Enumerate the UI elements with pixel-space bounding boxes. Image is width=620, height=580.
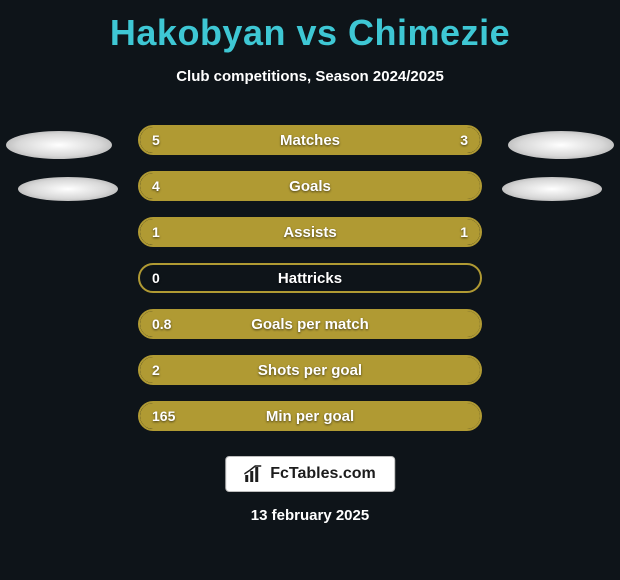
brand-badge[interactable]: FcTables.com: [225, 456, 395, 492]
stat-label: Hattricks: [140, 265, 480, 291]
player1-marker-icon: [6, 131, 112, 159]
stat-row: 0 Hattricks: [138, 263, 482, 293]
player2-marker-icon: [502, 177, 602, 201]
footer-date: 13 february 2025: [0, 507, 620, 524]
player2-marker-icon: [508, 131, 614, 159]
stat-label: Min per goal: [140, 403, 480, 429]
stat-label: Assists: [140, 219, 480, 245]
stat-row: 4 Goals: [138, 171, 482, 201]
vs-text: vs: [296, 12, 337, 53]
stat-bars: 5 Matches 3 4 Goals 1 Assists 1 0 Hattri…: [138, 125, 482, 447]
stat-label: Matches: [140, 127, 480, 153]
stat-row: 165 Min per goal: [138, 401, 482, 431]
stat-row: 5 Matches 3: [138, 125, 482, 155]
stat-row: 2 Shots per goal: [138, 355, 482, 385]
subtitle: Club competitions, Season 2024/2025: [0, 68, 620, 85]
page-title: Hakobyan vs Chimezie: [0, 0, 620, 54]
bars-icon: [244, 465, 264, 483]
stat-row: 0.8 Goals per match: [138, 309, 482, 339]
player1-name: Hakobyan: [110, 12, 286, 53]
stat-value-right: 3: [460, 127, 468, 153]
brand-text: FcTables.com: [270, 465, 376, 483]
stat-row: 1 Assists 1: [138, 217, 482, 247]
stat-value-right: 1: [460, 219, 468, 245]
stat-label: Goals: [140, 173, 480, 199]
player1-marker-icon: [18, 177, 118, 201]
stat-label: Shots per goal: [140, 357, 480, 383]
player2-name: Chimezie: [348, 12, 510, 53]
stat-label: Goals per match: [140, 311, 480, 337]
